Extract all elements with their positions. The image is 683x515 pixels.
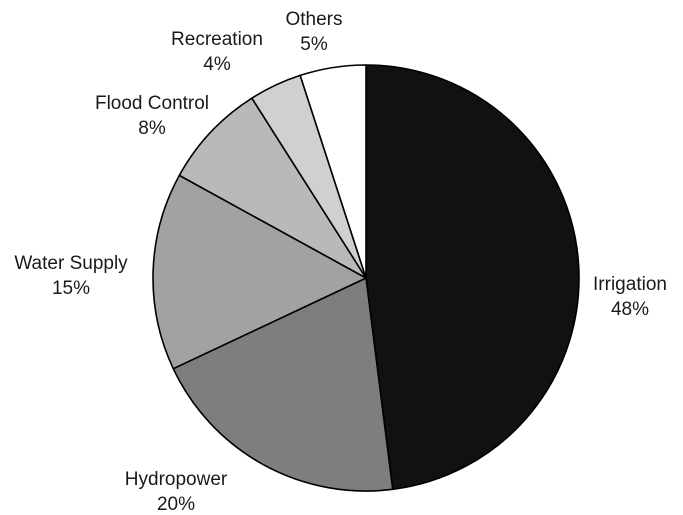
pie-slice-hydropower — [172, 277, 394, 492]
slice-label-water-supply: Water Supply — [14, 253, 128, 274]
slice-percent-others: 5% — [300, 34, 328, 55]
pie-slice-flood-control — [178, 97, 367, 279]
slice-percent-hydropower: 20% — [157, 494, 195, 515]
pie-slice-irrigation — [365, 64, 580, 491]
slice-percent-irrigation: 48% — [611, 299, 649, 320]
slice-label-flood-control: Flood Control — [95, 93, 209, 114]
slice-label-recreation: Recreation — [171, 29, 263, 50]
pie-slices — [152, 64, 580, 492]
slice-label-hydropower: Hydropower — [125, 469, 228, 490]
slice-label-others: Others — [285, 9, 342, 30]
slice-percent-recreation: 4% — [203, 54, 231, 75]
pie-slice-water-supply — [152, 174, 367, 370]
slice-label-irrigation: Irrigation — [593, 274, 667, 295]
slice-percent-water-supply: 15% — [52, 278, 90, 299]
pie-labels: Irrigation 48% Hydropower 20% Water Supply 15… — [14, 9, 667, 515]
pie-slice-others — [299, 64, 367, 279]
slice-percent-flood-control: 8% — [138, 118, 166, 139]
